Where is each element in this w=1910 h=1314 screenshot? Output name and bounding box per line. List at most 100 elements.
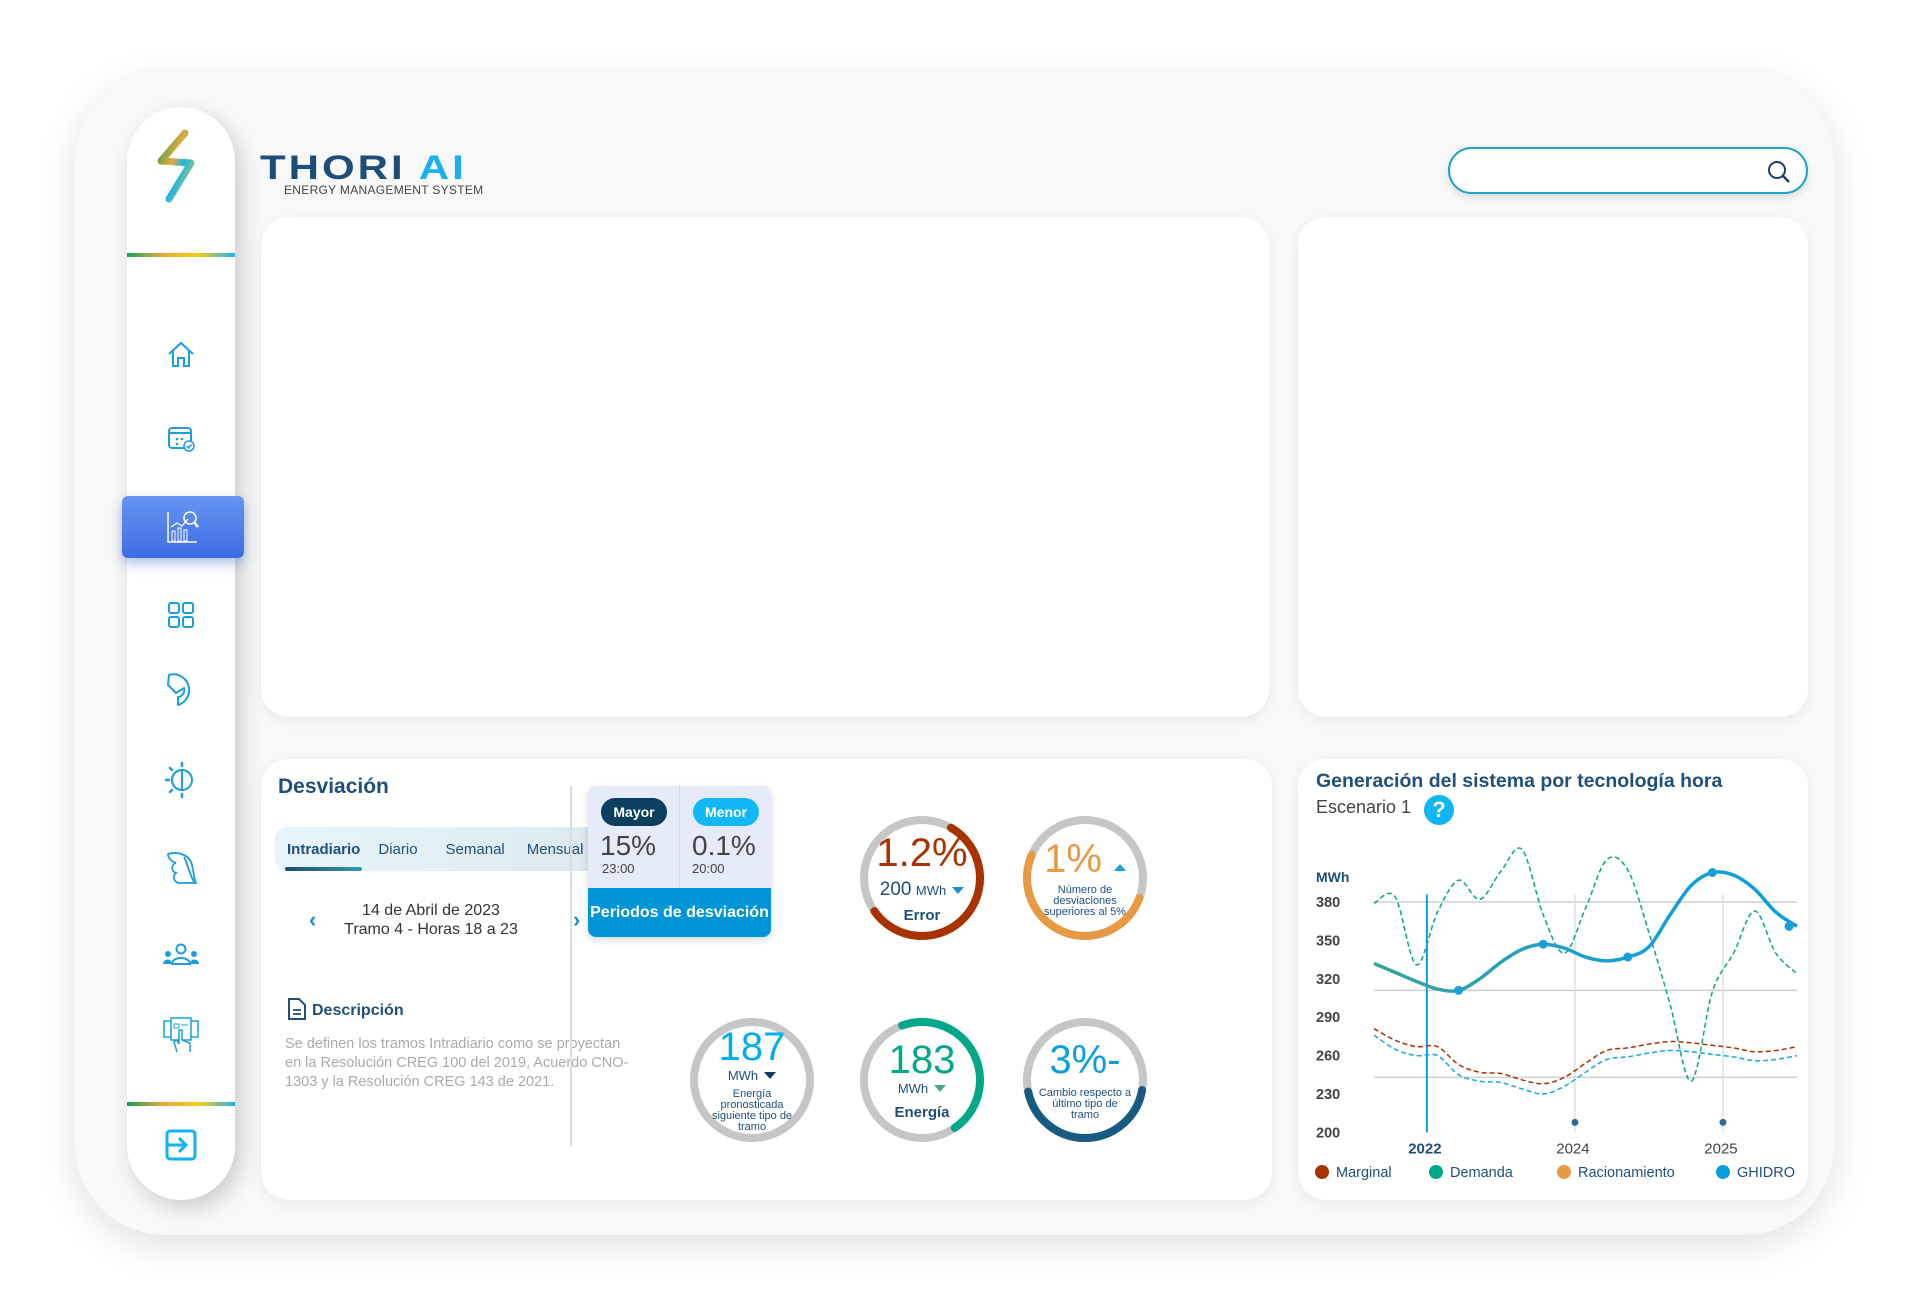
legend-marker — [1315, 1165, 1329, 1179]
sidebar-item-ecology[interactable] — [157, 848, 205, 888]
y-tick-label: 320 — [1316, 972, 1340, 988]
sidebar-item-home[interactable] — [157, 334, 205, 374]
y-axis-label: MWh — [1316, 869, 1349, 885]
down-triangle-icon — [934, 1084, 947, 1092]
series-line-marginal — [1373, 1028, 1798, 1085]
error-gauge-ring — [860, 816, 984, 940]
pronosticada-value: 187 — [718, 1025, 786, 1069]
sun-brightness-icon — [164, 761, 193, 799]
cambio-gauge-arc — [1024, 1086, 1147, 1142]
pronosticada-label: Energía pronosticada siguiente tipo de t… — [711, 1088, 793, 1133]
data-point — [1538, 939, 1548, 949]
desviaciones-gauge-ring — [1023, 816, 1147, 940]
menor-value: 0.1% — [692, 830, 756, 861]
analytics-search-icon — [167, 511, 199, 543]
brand-name-part1: THORI — [260, 148, 419, 187]
date-label: 14 de Abril de 2023 — [362, 902, 500, 919]
data-point — [1707, 868, 1717, 878]
deviation-summary-card: Mayor 15% 23:00 Menor 0.1% 20:00 Periodo… — [588, 786, 771, 937]
legend-item[interactable]: Racionamiento — [1578, 1165, 1675, 1181]
logout-icon — [165, 1129, 197, 1161]
tab-intradiario[interactable]: Intradiario — [284, 840, 363, 871]
x-tick-label: 2024 — [1556, 1140, 1589, 1157]
legend-marker — [1557, 1165, 1571, 1179]
periodos-desviacion-button[interactable]: Periodos de desviación — [588, 888, 771, 937]
search-input[interactable] — [1468, 157, 1758, 185]
down-triangle-icon — [764, 1072, 777, 1080]
date-range: 14 de Abril de 2023 Tramo 4 - Horas 18 a… — [311, 901, 551, 939]
legend-item[interactable]: GHIDRO — [1737, 1165, 1795, 1181]
search-icon[interactable] — [1766, 159, 1792, 185]
sidebar-item-dashboard[interactable] — [157, 595, 205, 635]
cambio-gauge-ring — [1023, 1018, 1147, 1142]
desviaciones-value: 1% — [1044, 836, 1102, 881]
brand-tagline: ENERGY MANAGEMENT SYSTEM — [284, 183, 484, 197]
description-text: Se definen los tramos Intradiario como s… — [285, 1036, 629, 1090]
error-unit: MWh — [915, 882, 947, 898]
sidebar-item-analytics[interactable] — [122, 496, 244, 558]
next-date-button[interactable]: › — [573, 907, 581, 932]
sidebar-item-brightness[interactable] — [157, 760, 205, 800]
pronosticada-gauge-ring — [690, 1018, 814, 1142]
main-panel-top-right — [1298, 217, 1808, 717]
pronosticada-unit: MWh — [727, 1068, 759, 1083]
refresh-arrow-icon — [167, 673, 191, 706]
users-icon — [163, 943, 199, 965]
legend-marker — [1429, 1165, 1443, 1179]
mayor-badge: Mayor — [601, 798, 667, 826]
up-triangle-icon — [1113, 863, 1126, 871]
brand-name-part2: AI — [418, 148, 467, 187]
x-tick-label: 2022 — [1408, 1140, 1441, 1157]
legend-marker — [1716, 1165, 1730, 1179]
sidebar — [122, 107, 244, 1200]
y-tick-label: 290 — [1316, 1010, 1340, 1026]
legend-item[interactable]: Marginal — [1336, 1165, 1392, 1181]
x-tick-dot — [1719, 1118, 1727, 1126]
data-point — [1784, 921, 1794, 931]
data-point — [1623, 952, 1633, 962]
logout-button[interactable] — [157, 1125, 205, 1165]
error-mwh: 200 — [879, 878, 912, 900]
cambio-gauge: 3%- Cambio respecto a último tipo de tra… — [1005, 1000, 1165, 1160]
y-tick-label: 230 — [1316, 1087, 1340, 1103]
energia-value: 183 — [888, 1037, 956, 1082]
error-gauge: 1.2% 200 MWh Error — [842, 798, 1002, 958]
menor-badge: Menor — [693, 798, 759, 826]
error-value: 1.2% — [876, 830, 968, 875]
help-icon[interactable]: ? — [1424, 795, 1454, 825]
pronosticada-gauge-track — [690, 1018, 814, 1142]
sidebar-item-cycle[interactable] — [157, 670, 205, 710]
brand-logo: THORI AI ENERGY MANAGEMENT SYSTEM — [260, 148, 483, 197]
tab-diario[interactable]: Diario — [378, 840, 418, 858]
cambio-label: Cambio respecto a último tipo de tramo — [1038, 1086, 1132, 1121]
chart-subtitle: Escenario 1 — [1316, 797, 1412, 817]
vertical-divider — [570, 786, 572, 1146]
main-panel-top-left — [261, 217, 1269, 717]
menor-time: 20:00 — [692, 861, 725, 876]
y-tick-label: 200 — [1316, 1125, 1340, 1141]
touch-screen-icon — [163, 1017, 199, 1053]
legend-item[interactable]: Demanda — [1450, 1165, 1514, 1181]
sidebar-item-touch[interactable] — [157, 1015, 205, 1055]
period-tabs: Intradiario Diario Semanal Mensual — [275, 827, 613, 871]
brand-bolt-icon — [153, 127, 209, 212]
prev-date-button[interactable]: ‹ — [309, 907, 317, 932]
y-tick-label: 380 — [1316, 895, 1340, 911]
desviacion-title: Desviación — [278, 775, 389, 798]
desviaciones-gauge: 1% Número de desviaciones superiores al … — [1005, 798, 1165, 958]
sidebar-item-calendar[interactable] — [157, 418, 205, 458]
sidebar-item-users[interactable] — [157, 934, 205, 974]
tab-mensual[interactable]: Mensual — [526, 840, 584, 858]
y-tick-label: 260 — [1316, 1049, 1340, 1065]
energia-gauge: 183 MWh Energía — [842, 1000, 1002, 1160]
energia-gauge-ring — [860, 1018, 984, 1142]
description-title: Descripción — [312, 1002, 404, 1019]
energia-label: Energía — [894, 1103, 950, 1121]
energia-unit: MWh — [897, 1080, 929, 1096]
x-tick-label: 2025 — [1704, 1140, 1737, 1157]
series-line-demanda — [1373, 847, 1798, 1082]
tab-semanal[interactable]: Semanal — [445, 840, 505, 858]
pronosticada-gauge: 187 MWh Energía pronosticada siguiente t… — [672, 1000, 832, 1160]
series-line-unnamed — [1373, 1034, 1798, 1095]
line-chart: MWh 380 350 320 290 260 230 200 2022 2024 2025 Marg… — [1315, 847, 1798, 1181]
